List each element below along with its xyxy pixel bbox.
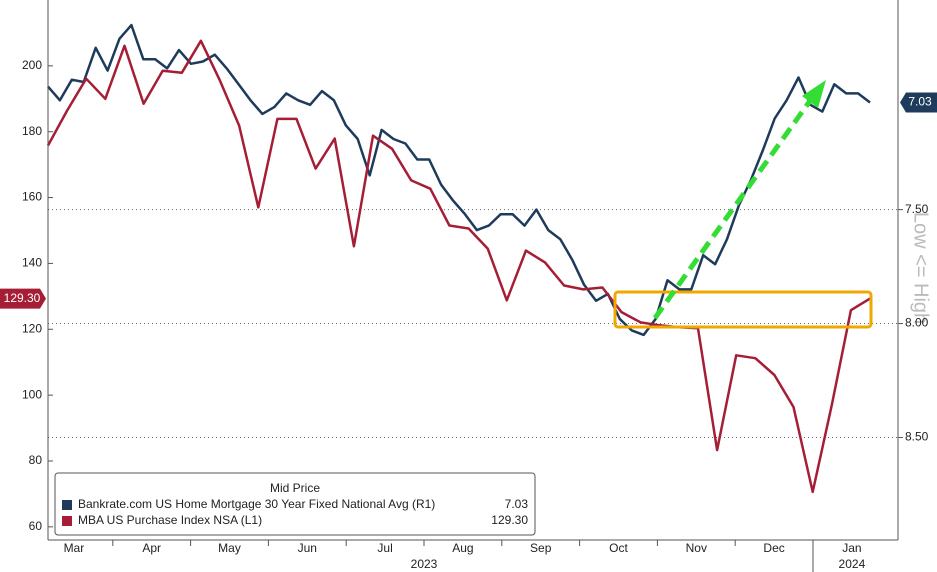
x-tick-label: Dec xyxy=(763,541,784,555)
year-label: 2024 xyxy=(839,557,866,571)
x-tick-label: Nov xyxy=(686,541,707,555)
legend-value: 7.03 xyxy=(505,497,529,511)
arrow-head xyxy=(802,80,826,108)
annotation: Low <= High xyxy=(910,212,932,324)
series-line xyxy=(46,39,871,494)
x-tick-label: Aug xyxy=(452,541,473,555)
x-tick-label: Oct xyxy=(609,541,628,555)
series-line xyxy=(47,23,871,337)
y2-tick-label: 8.50 xyxy=(905,430,929,444)
lines xyxy=(46,23,871,494)
axis-labels: 60 80 100 120 140 160 180 200 7.50 8.00 8.50 Mar Apr… xyxy=(0,58,937,572)
x-tick-label: Apr xyxy=(142,541,161,555)
grid xyxy=(48,209,898,438)
legend-label: Bankrate.com US Home Mortgage 30 Year Fi… xyxy=(78,497,435,511)
y-tick-label: 60 xyxy=(29,519,43,533)
value-box-label: 129.30 xyxy=(4,291,41,305)
year-label: 2023 xyxy=(411,557,438,571)
value-box xyxy=(900,92,937,113)
x-tick-label: Jul xyxy=(377,541,392,555)
x-tick-label: May xyxy=(218,541,241,555)
trend-arrow xyxy=(652,96,815,320)
y-tick-label: 200 xyxy=(22,58,42,72)
y-tick-label: 160 xyxy=(22,190,42,204)
legend-label: MBA US Purchase Index NSA (L1) xyxy=(78,513,262,527)
legend: Mid Price Bankrate.com US Home Mortgage … xyxy=(54,472,536,536)
legend-box xyxy=(54,472,536,536)
value-box-label: 7.03 xyxy=(908,95,932,109)
legend-title: Mid Price xyxy=(270,481,320,495)
value-box xyxy=(0,288,46,309)
y2-tick-label: 8.00 xyxy=(905,316,929,330)
x-tick-label: Jun xyxy=(298,541,317,555)
legend-swatch xyxy=(62,500,72,510)
y2-tick-label: 7.50 xyxy=(905,202,929,216)
y-tick-label: 100 xyxy=(22,387,42,401)
legend-value: 129.30 xyxy=(491,513,528,527)
legend-swatch xyxy=(62,516,72,526)
x-tick-label: Sep xyxy=(530,541,552,555)
y-tick-label: 180 xyxy=(22,124,42,138)
y-tick-label: 140 xyxy=(22,256,42,270)
y-tick-label: 80 xyxy=(29,453,43,467)
x-tick-label: Mar xyxy=(64,541,85,555)
highlight-box xyxy=(613,290,873,329)
x-tick-label: Jan xyxy=(842,541,861,555)
y-tick-label: 120 xyxy=(22,321,42,335)
